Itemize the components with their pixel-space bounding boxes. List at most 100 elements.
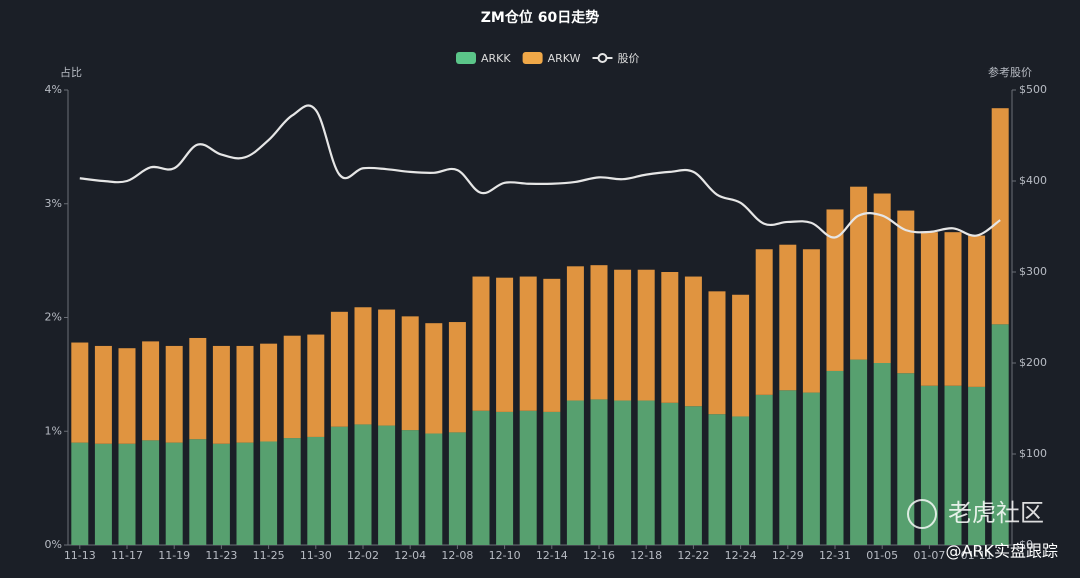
bar-segment	[378, 425, 396, 545]
bar-segment	[991, 108, 1009, 325]
y2-tick-label: $200	[1019, 356, 1047, 369]
x-tick-label: 12-04	[394, 549, 426, 562]
y2-tick-label: $100	[1019, 447, 1047, 460]
bar-segment	[401, 316, 419, 431]
bar-segment	[496, 411, 514, 545]
bar-segment	[472, 276, 490, 411]
bar-segment	[566, 400, 584, 545]
bar-segment	[944, 385, 962, 545]
bar-segment	[661, 402, 679, 545]
x-tick-label: 12-14	[536, 549, 568, 562]
legend-swatch	[522, 52, 543, 64]
x-tick-label: 11-30	[300, 549, 332, 562]
watermark-icon	[907, 499, 937, 529]
bar-segment	[684, 406, 702, 545]
bar-segment	[850, 359, 868, 545]
bar-segment	[118, 348, 136, 444]
y2-tick-label: $400	[1019, 174, 1047, 187]
bar-segment	[897, 373, 915, 545]
bar-segment	[94, 345, 112, 444]
bar-segment	[236, 442, 254, 545]
y2-tick-label: $300	[1019, 265, 1047, 278]
y-tick-label: 1%	[45, 424, 62, 437]
bar-segment	[637, 269, 655, 401]
bar-segment	[260, 343, 278, 442]
bar-segment	[165, 442, 183, 545]
bar-segment	[614, 400, 632, 545]
y-axis-label: 占比	[60, 65, 82, 79]
bar-segment	[566, 266, 584, 401]
bar-segment	[354, 424, 372, 545]
bar-segment	[378, 309, 396, 426]
bar-segment	[968, 235, 986, 387]
bar-segment	[968, 386, 986, 545]
bar-segment	[590, 399, 608, 545]
bar-segment	[732, 416, 750, 545]
bar-segment	[802, 392, 820, 545]
bar-segment	[732, 294, 750, 417]
bar-segment	[708, 291, 726, 415]
bar-segment	[448, 432, 466, 545]
watermark: 老虎社区	[948, 499, 1044, 527]
chart-title: ZM仓位 60日走势	[481, 9, 599, 26]
bar-segment	[873, 363, 891, 545]
bar-segment	[920, 385, 938, 545]
bar-segment	[189, 337, 207, 440]
bar-segment	[920, 232, 938, 386]
x-tick-label: 12-29	[772, 549, 804, 562]
x-tick-label: 11-23	[205, 549, 237, 562]
x-tick-label: 11-25	[253, 549, 285, 562]
bar-segment	[307, 436, 325, 545]
bar-segment	[661, 272, 679, 403]
bar-segment	[142, 440, 160, 545]
bar-segment	[330, 311, 348, 427]
bar-segment	[236, 345, 254, 443]
legend-label: ARKW	[548, 52, 581, 65]
bar-segment	[826, 370, 844, 545]
x-tick-label: 11-17	[111, 549, 143, 562]
bar-segment	[212, 443, 230, 545]
x-tick-label: 12-24	[725, 549, 757, 562]
bar-segment	[401, 430, 419, 545]
x-tick-label: 01-05	[866, 549, 898, 562]
legend-swatch	[597, 53, 608, 63]
price-line	[79, 104, 1001, 239]
bar-segment	[71, 342, 89, 443]
bar-segment	[94, 443, 112, 545]
bar-segment	[448, 322, 466, 433]
bar-segment	[496, 277, 514, 412]
y-tick-label: 0%	[45, 538, 62, 551]
bar-segment	[307, 334, 325, 437]
bar-segment	[637, 400, 655, 545]
y2-tick-label: $500	[1019, 83, 1047, 96]
bar-segment	[826, 209, 844, 371]
y2-axis-label: 参考股价	[988, 65, 1032, 79]
bar-segment	[425, 323, 443, 434]
bar-segment	[330, 426, 348, 545]
y-tick-label: 3%	[45, 197, 62, 210]
bar-segment	[897, 210, 915, 374]
bar-segment	[212, 345, 230, 444]
bar-segment	[189, 439, 207, 545]
bar-segment	[708, 414, 726, 545]
bar-segment	[519, 410, 537, 545]
bar-segment	[543, 278, 561, 412]
bar-segment	[779, 244, 797, 391]
bar-segment	[802, 249, 820, 393]
bar-segment	[425, 433, 443, 545]
x-tick-label: 12-16	[583, 549, 615, 562]
x-tick-label: 12-10	[489, 549, 521, 562]
x-tick-label: 12-08	[441, 549, 473, 562]
bar-segment	[991, 324, 1009, 545]
bar-segment	[684, 276, 702, 407]
bar-segment	[755, 249, 773, 395]
bar-segment	[779, 390, 797, 545]
y-tick-label: 4%	[45, 83, 62, 96]
bar-segment	[354, 307, 372, 425]
y-tick-label: 2%	[45, 311, 62, 324]
source-note: @ARK实盘跟踪	[945, 542, 1058, 561]
bar-segment	[118, 443, 136, 545]
x-tick-label: 12-22	[677, 549, 709, 562]
